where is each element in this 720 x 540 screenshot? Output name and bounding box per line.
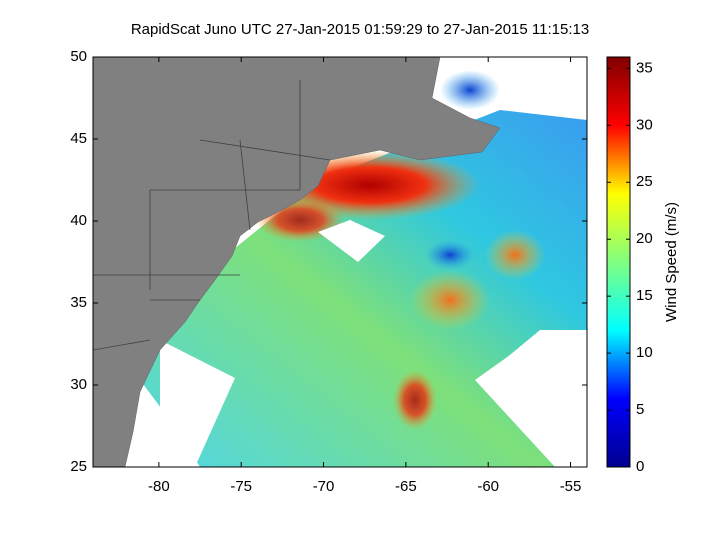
colorbar-tick-label: 0 bbox=[636, 458, 644, 475]
colorbar-tick-label: 20 bbox=[636, 230, 653, 247]
y-tick-label: 50 bbox=[70, 48, 87, 65]
colorbar-tick-label: 25 bbox=[636, 173, 653, 190]
x-tick-label: -55 bbox=[560, 478, 582, 495]
y-tick-label: 30 bbox=[70, 376, 87, 393]
colorbar-tick-label: 10 bbox=[636, 344, 653, 361]
x-tick-label: -80 bbox=[148, 478, 170, 495]
y-tick-label: 25 bbox=[70, 458, 87, 475]
map-area bbox=[93, 57, 587, 467]
y-tick-label: 45 bbox=[70, 130, 87, 147]
colorbar bbox=[606, 56, 631, 468]
y-tick-label: 35 bbox=[70, 294, 87, 311]
colorbar-tick-label: 35 bbox=[636, 59, 653, 76]
plot-frame bbox=[92, 56, 588, 468]
colorbar-tick-label: 30 bbox=[636, 116, 653, 133]
x-tick-label: -60 bbox=[477, 478, 499, 495]
map-title: RapidScat Juno UTC 27-Jan-2015 01:59:29 … bbox=[131, 21, 589, 38]
colorbar-label: Wind Speed (m/s) bbox=[663, 202, 680, 322]
x-tick-label: -70 bbox=[313, 478, 335, 495]
y-tick-label: 40 bbox=[70, 212, 87, 229]
x-tick-label: -75 bbox=[230, 478, 252, 495]
colorbar-tick-label: 15 bbox=[636, 287, 653, 304]
x-tick-label: -65 bbox=[395, 478, 417, 495]
colorbar-tick-label: 5 bbox=[636, 401, 644, 418]
